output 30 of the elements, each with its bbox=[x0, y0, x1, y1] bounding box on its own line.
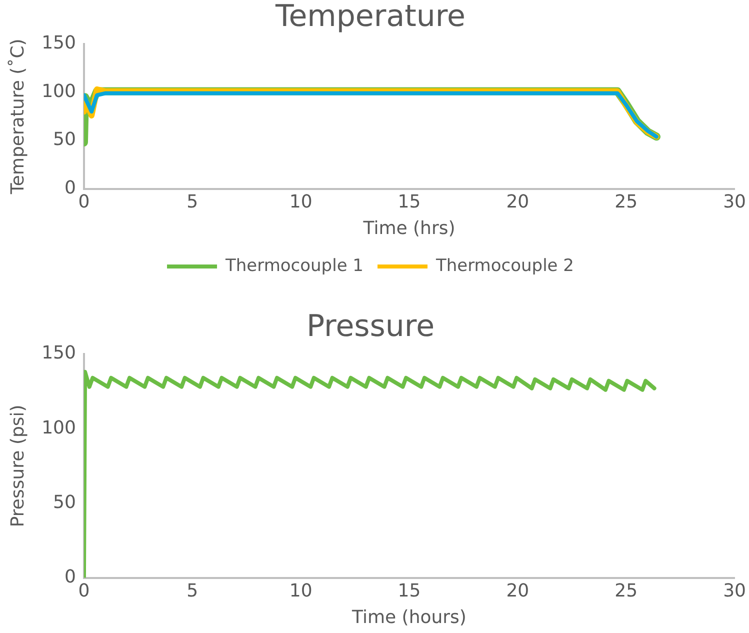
legend-label: Thermocouple 2 bbox=[435, 256, 574, 276]
y-tick-label: 50 bbox=[53, 129, 76, 150]
y-tick-label: 150 bbox=[42, 32, 76, 54]
y-tick-label: 100 bbox=[42, 417, 76, 438]
x-tick-label: 10 bbox=[289, 580, 312, 602]
y-tick-label: 0 bbox=[64, 566, 76, 588]
y-tick-label: 50 bbox=[53, 492, 76, 513]
y-tick-label: 0 bbox=[64, 177, 76, 198]
y-axis-title: Pressure (psi) bbox=[7, 404, 28, 528]
x-tick-label: 0 bbox=[78, 191, 90, 212]
y-tick-label: 150 bbox=[42, 342, 76, 364]
x-tick-label: 20 bbox=[506, 580, 530, 602]
x-tick-label: 15 bbox=[398, 191, 421, 212]
x-axis-title: Time (hrs) bbox=[362, 218, 456, 239]
x-tick-label: 30 bbox=[723, 191, 746, 212]
x-tick-label: 25 bbox=[614, 580, 638, 602]
x-tick-label: 0 bbox=[78, 580, 90, 602]
x-tick-label: 25 bbox=[614, 191, 638, 212]
y-axis-title: Temperature (˚C) bbox=[7, 38, 28, 196]
x-tick-label: 5 bbox=[186, 580, 198, 602]
x-tick-label: 20 bbox=[506, 191, 530, 212]
y-tick-label: 100 bbox=[42, 80, 76, 102]
x-tick-label: 15 bbox=[398, 580, 421, 602]
x-axis-title: Time (hours) bbox=[351, 606, 466, 628]
x-tick-label: 10 bbox=[289, 191, 312, 212]
chart-title: Pressure bbox=[306, 308, 435, 344]
x-tick-label: 5 bbox=[186, 191, 198, 212]
legend-label: Thermocouple 1 bbox=[224, 256, 364, 276]
x-tick-label: 30 bbox=[723, 580, 746, 602]
chart-title: Temperature bbox=[274, 0, 466, 34]
